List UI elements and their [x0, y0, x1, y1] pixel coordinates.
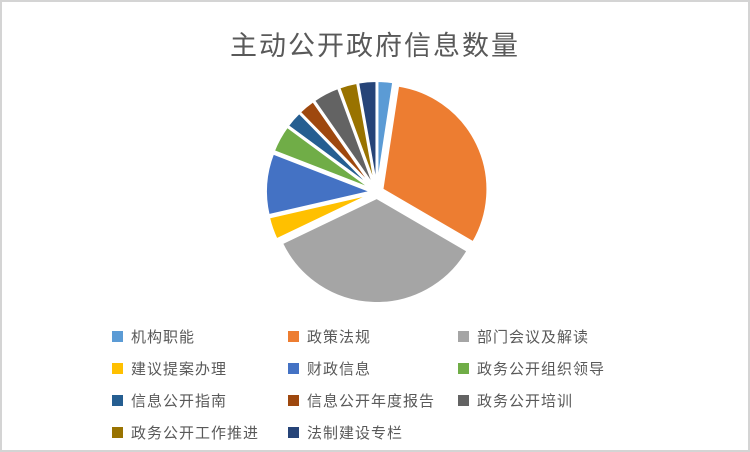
- legend-label: 政务公开组织领导: [477, 361, 606, 378]
- pie-slice-10[interactable]: [357, 80, 378, 188]
- pie-slice-2[interactable]: [281, 196, 469, 305]
- legend-label: 信息公开年度报告: [307, 393, 436, 410]
- legend-item-6[interactable]: 信息公开指南: [112, 384, 288, 416]
- legend-label: 政策法规: [307, 329, 372, 346]
- legend-item-2[interactable]: 部门会议及解读: [458, 320, 652, 352]
- legend-item-1[interactable]: 政策法规: [288, 320, 458, 352]
- pie-slice-9[interactable]: [338, 81, 377, 188]
- legend-label: 财政信息: [307, 361, 372, 378]
- legend-label: 政务公开培训: [477, 393, 574, 410]
- legend-item-0[interactable]: 机构职能: [112, 320, 288, 352]
- legend-swatch-icon: [288, 330, 299, 342]
- legend-swatch-icon: [458, 394, 469, 406]
- legend-item-4[interactable]: 财政信息: [288, 352, 458, 384]
- legend-label: 法制建设专栏: [307, 425, 404, 442]
- legend-swatch-icon: [112, 362, 123, 374]
- pie-slice-5[interactable]: [272, 125, 373, 191]
- pie-slice-4[interactable]: [265, 152, 373, 217]
- legend-swatch-icon: [112, 330, 123, 342]
- legend-item-7[interactable]: 信息公开年度报告: [288, 384, 458, 416]
- legend-label: 部门会议及解读: [477, 329, 590, 346]
- legend-item-10[interactable]: 法制建设专栏: [288, 416, 458, 448]
- pie-slice-1[interactable]: [381, 84, 489, 244]
- pie-slice-7[interactable]: [298, 100, 375, 189]
- legend-swatch-icon: [288, 394, 299, 406]
- legend-swatch-icon: [458, 330, 469, 342]
- legend-item-9[interactable]: 政务公开工作推进: [112, 416, 288, 448]
- legend-label: 建议提案办理: [131, 361, 228, 378]
- legend-label: 机构职能: [131, 329, 196, 346]
- pie-slice-3[interactable]: [268, 192, 373, 241]
- legend-swatch-icon: [288, 426, 299, 438]
- legend-swatch-icon: [112, 394, 123, 406]
- legend: 机构职能 政策法规 部门会议及解读建议提案办理 财政信息 政务公开组织领导信息公开指南 信…: [98, 320, 652, 448]
- pie-slice-8[interactable]: [313, 87, 376, 188]
- legend-swatch-icon: [458, 362, 469, 374]
- legend-swatch-icon: [288, 362, 299, 374]
- chart-title: 主动公开政府信息数量: [230, 31, 520, 61]
- legend-swatch-icon: [112, 426, 123, 438]
- legend-item-8[interactable]: 政务公开培训: [458, 384, 652, 416]
- legend-label: 政务公开工作推进: [131, 425, 260, 442]
- legend-item-5[interactable]: 政务公开组织领导: [458, 352, 652, 384]
- legend-label: 信息公开指南: [131, 393, 228, 410]
- legend-item-3[interactable]: 建议提案办理: [112, 352, 288, 384]
